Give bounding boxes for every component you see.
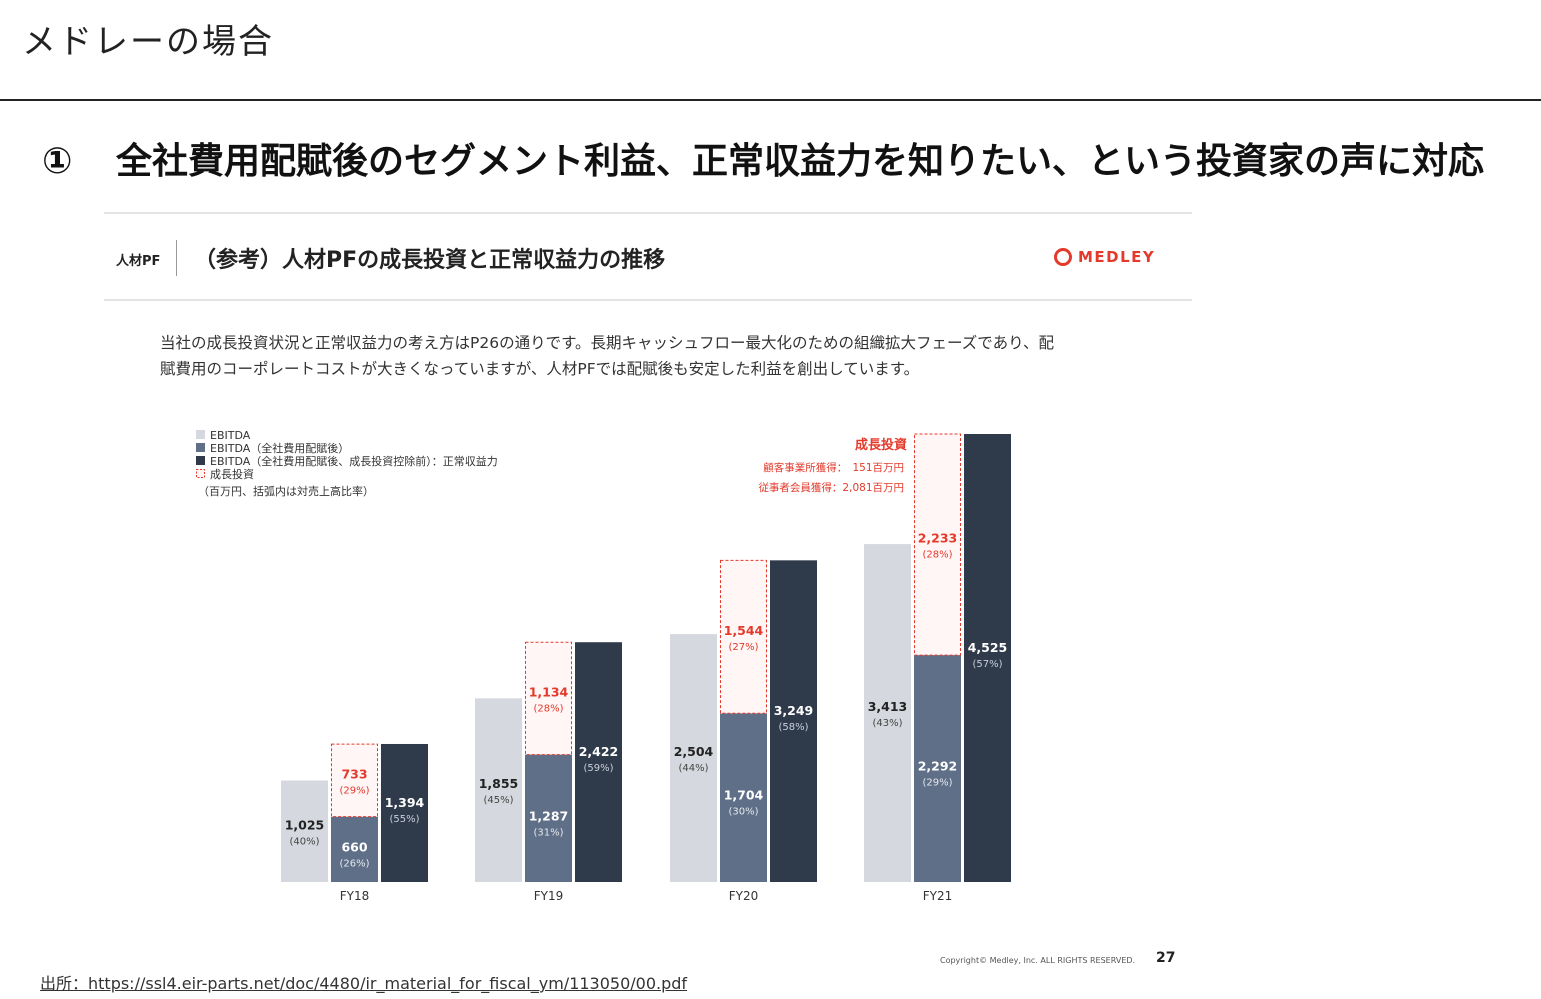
label-invest-fy20-pct: (27%) (728, 642, 758, 653)
medley-logo-text: MEDLEY (1078, 248, 1156, 266)
invest-annotation-title: 成長投資 (855, 437, 907, 453)
label-allocated-fy21-value: 2,292 (918, 759, 958, 774)
slide: 人材PF （参考）人材PFの成長投資と正常収益力の推移 MEDLEY 当社の成長… (104, 212, 1192, 972)
tick-label-fy19: FY19 (534, 889, 564, 903)
bar-allocated-fy20 (720, 713, 767, 882)
bar-normal-fy18 (381, 743, 428, 882)
label-normal-fy19-value: 2,422 (579, 744, 619, 759)
tick-label-fy20: FY20 (729, 889, 759, 903)
legend-swatch-normal (196, 456, 205, 465)
intro-text: 当社の成長投資状況と正常収益力の考え方はP26の通りです。長期キャッシュフロー最… (160, 330, 1150, 382)
label-ebitda-fy19-pct: (45%) (483, 795, 513, 806)
bar-ebitda-fy18 (281, 780, 328, 882)
invest-annotation: 成長投資 顧客事業所獲得： 151百万円 従事者会員獲得：2,081百万円 (758, 437, 907, 494)
label-allocated-fy20-value: 1,704 (724, 788, 764, 803)
label-invest-fy19-pct: (28%) (533, 703, 563, 714)
bar-invest-fy18 (331, 743, 378, 818)
legend-note: （百万円、括弧内は対売上高比率） (198, 484, 374, 498)
page-title: メドレーの場合 (22, 22, 274, 62)
segment-divider (176, 240, 177, 276)
label-allocated-fy18-value: 660 (341, 839, 367, 854)
label-normal-fy18-value: 1,394 (385, 795, 425, 810)
label-normal-fy19-pct: (59%) (583, 763, 613, 774)
label-allocated-fy20-pct: (30%) (728, 807, 758, 818)
label-ebitda-fy21-pct: (43%) (872, 718, 902, 729)
label-invest-fy21-value: 2,233 (918, 531, 958, 546)
label-invest-fy21-pct: (28%) (922, 550, 952, 561)
legend-swatch-ebitda (196, 430, 205, 439)
label-ebitda-fy19-value: 1,855 (479, 776, 519, 791)
label-normal-fy18-pct: (55%) (389, 814, 419, 825)
headline-number: ① (42, 141, 73, 182)
invest-annotation-line-1: 顧客事業所獲得： 151百万円 (763, 461, 904, 474)
label-ebitda-fy20-pct: (44%) (678, 763, 708, 774)
headline-text: 全社費用配賦後のセグメント利益、正常収益力を知りたい、という投資家の声に対応 (116, 141, 1485, 182)
legend-swatch-invest (196, 469, 205, 478)
bar-invest-fy21 (914, 433, 961, 656)
bar-allocated-fy21 (914, 655, 961, 882)
medley-logo-icon (1054, 248, 1072, 266)
legend-label-allocated: EBITDA（全社費用配賦後） (210, 441, 349, 455)
label-allocated-fy19-pct: (31%) (533, 827, 563, 838)
label-normal-fy21-pct: (57%) (972, 659, 1002, 670)
slide-header-rule (104, 299, 1192, 301)
legend: EBITDA EBITDA（全社費用配賦後） EBITDA（全社費用配賦後、成長… (196, 429, 498, 498)
bar-normal-fy20 (770, 560, 817, 882)
intro-line-2: 賦費用のコーポレートコストが大きくなっていますが、人材PFでは配賦後も安定した利… (160, 360, 920, 378)
label-allocated-fy18-pct: (26%) (339, 858, 369, 869)
slide-heading: （参考）人材PFの成長投資と正常収益力の推移 (194, 248, 666, 273)
headline: ① 全社費用配賦後のセグメント利益、正常収益力を知りたい、という投資家の声に対応 (42, 132, 1484, 184)
label-normal-fy21-value: 4,525 (968, 640, 1008, 655)
label-normal-fy20-value: 3,249 (774, 703, 814, 718)
bar-normal-fy19 (575, 642, 622, 882)
label-ebitda-fy18-pct: (40%) (289, 836, 319, 847)
bar-ebitda-fy19 (475, 698, 522, 882)
label-ebitda-fy18-value: 1,025 (285, 817, 325, 832)
copyright: Copyright© Medley, Inc. ALL RIGHTS RESER… (940, 956, 1136, 965)
bar-allocated-fy18 (331, 816, 378, 882)
slide-top-rule (104, 212, 1192, 214)
label-ebitda-fy20-value: 2,504 (674, 744, 714, 759)
legend-label-invest: 成長投資 (210, 467, 254, 481)
invest-annotation-line-2: 従事者会員獲得：2,081百万円 (758, 481, 904, 494)
label-ebitda-fy21-value: 3,413 (868, 699, 908, 714)
tick-label-fy21: FY21 (923, 889, 953, 903)
bar-invest-fy20 (720, 559, 767, 714)
title-divider (0, 99, 1541, 101)
source-link[interactable]: 出所：https://ssl4.eir-parts.net/doc/4480/i… (40, 974, 688, 993)
label-allocated-fy19-value: 1,287 (529, 808, 569, 823)
label-invest-fy18-value: 733 (341, 766, 367, 781)
label-allocated-fy21-pct: (29%) (922, 778, 952, 789)
medley-logo: MEDLEY (1054, 248, 1155, 266)
bar-ebitda-fy21 (864, 544, 911, 882)
tick-label-fy18: FY18 (340, 889, 370, 903)
label-normal-fy20-pct: (58%) (778, 722, 808, 733)
label-invest-fy20-value: 1,544 (724, 623, 764, 638)
segment-label: 人材PF (116, 254, 161, 269)
page-number: 27 (1156, 950, 1176, 966)
intro-line-1: 当社の成長投資状況と正常収益力の考え方はP26の通りです。長期キャッシュフロー最… (160, 334, 1054, 352)
label-invest-fy19-value: 1,134 (529, 684, 569, 699)
bar-invest-fy19 (525, 641, 572, 756)
legend-label-ebitda: EBITDA (210, 429, 251, 442)
bar-allocated-fy19 (525, 754, 572, 882)
bars-group: 1,025 (40%) 660 (26%) 733 (29%) 1,394 (55%) FY18… (281, 433, 1011, 903)
bar-normal-fy21 (964, 434, 1011, 882)
legend-label-normal: EBITDA（全社費用配賦後、成長投資控除前）：正常収益力 (210, 454, 498, 468)
chart: EBITDA EBITDA（全社費用配賦後） EBITDA（全社費用配賦後、成長… (196, 429, 1011, 903)
label-invest-fy18-pct: (29%) (339, 785, 369, 796)
bar-ebitda-fy20 (670, 634, 717, 882)
legend-swatch-allocated (196, 443, 205, 452)
